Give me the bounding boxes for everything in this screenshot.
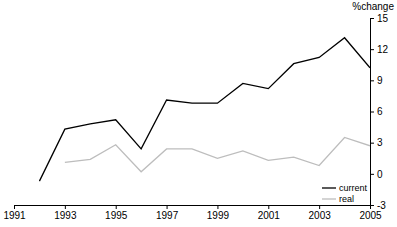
y-tick: 15 bbox=[370, 13, 389, 24]
x-tick-mark bbox=[116, 205, 117, 209]
x-tick: 1993 bbox=[54, 205, 77, 221]
x-tick-label: 2005 bbox=[359, 210, 382, 221]
series-line bbox=[65, 137, 370, 171]
y-tick-label: -3 bbox=[377, 200, 386, 211]
x-tick-mark bbox=[65, 205, 66, 209]
y-axis: -3 0 3 6 9 12 15 bbox=[370, 13, 389, 211]
legend-key bbox=[322, 198, 336, 199]
x-tick: 1997 bbox=[156, 205, 179, 221]
x-tick-mark bbox=[167, 205, 168, 209]
y-axis-line bbox=[371, 19, 375, 206]
chart: 1991 1993 1995 1997 1999 2001 2003 2005-3 0 3 6 9 12… bbox=[0, 0, 397, 227]
x-tick-mark bbox=[319, 205, 320, 209]
y-tick: 12 bbox=[370, 44, 389, 55]
x-tick-label: 1997 bbox=[156, 210, 179, 221]
y-axis-title: %change bbox=[352, 1, 394, 12]
y-tick-label: 0 bbox=[377, 169, 383, 180]
legend-label: real bbox=[339, 194, 354, 204]
legend: currentreal bbox=[322, 183, 368, 204]
plot-area bbox=[39, 38, 370, 181]
y-tick: 0 bbox=[370, 169, 383, 180]
y-tick-label: 6 bbox=[377, 106, 383, 117]
x-tick: 1995 bbox=[105, 205, 128, 221]
y-tick-mark bbox=[370, 143, 374, 144]
legend-key bbox=[322, 187, 336, 188]
x-tick-mark bbox=[14, 205, 15, 209]
x-tick-label: 1991 bbox=[3, 210, 26, 221]
x-tick: 2003 bbox=[309, 205, 332, 221]
y-tick-label: 12 bbox=[377, 44, 389, 55]
x-tick-label: 2001 bbox=[258, 210, 281, 221]
y-tick: -3 bbox=[370, 200, 386, 211]
x-tick-mark bbox=[217, 205, 218, 209]
x-tick: 1991 bbox=[3, 205, 26, 221]
x-tick-label: 2003 bbox=[309, 210, 332, 221]
y-tick: 6 bbox=[370, 106, 383, 117]
y-tick-mark bbox=[370, 112, 374, 113]
x-axis: 1991 1993 1995 1997 1999 2001 2003 2005 bbox=[3, 205, 382, 221]
y-tick-label: 3 bbox=[377, 137, 383, 148]
y-tick-label: 9 bbox=[377, 75, 383, 86]
x-tick: 2001 bbox=[258, 205, 281, 221]
legend-label: current bbox=[339, 183, 368, 193]
y-tick-label: 15 bbox=[377, 13, 389, 24]
x-axis-line bbox=[15, 206, 371, 210]
y-tick-mark bbox=[370, 205, 374, 206]
y-tick: 3 bbox=[370, 137, 383, 148]
y-tick: 9 bbox=[370, 75, 383, 86]
y-tick-mark bbox=[370, 18, 374, 19]
x-tick: 1999 bbox=[207, 205, 230, 221]
y-tick-mark bbox=[370, 49, 374, 50]
x-tick-label: 1999 bbox=[207, 210, 230, 221]
series-line bbox=[39, 38, 370, 181]
y-tick-mark bbox=[370, 174, 374, 175]
y-tick-mark bbox=[370, 80, 374, 81]
x-tick-label: 1993 bbox=[54, 210, 77, 221]
x-tick-label: 1995 bbox=[105, 210, 128, 221]
x-tick-mark bbox=[268, 205, 269, 209]
